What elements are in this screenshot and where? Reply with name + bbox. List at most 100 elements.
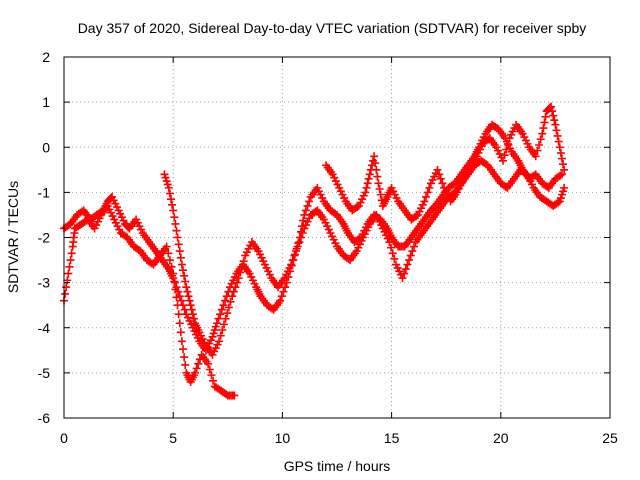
data-point bbox=[182, 283, 191, 292]
y-tick-label: -4 bbox=[38, 320, 51, 336]
data-point bbox=[168, 200, 177, 209]
data-point bbox=[548, 107, 557, 116]
y-axis-label: SDTVAR / TECUs bbox=[5, 181, 21, 293]
data-point bbox=[231, 283, 240, 292]
data-point bbox=[181, 360, 190, 369]
data-point bbox=[408, 247, 417, 256]
data-point bbox=[276, 296, 285, 305]
data-point bbox=[521, 169, 530, 178]
data-point bbox=[185, 296, 194, 305]
data-point bbox=[400, 269, 409, 278]
data-point bbox=[301, 206, 310, 215]
data-point bbox=[167, 262, 176, 271]
data-point bbox=[560, 183, 569, 192]
data-point bbox=[174, 310, 183, 319]
data-point bbox=[205, 365, 214, 374]
data-point bbox=[299, 216, 308, 225]
series-trace-d bbox=[322, 102, 569, 224]
data-point bbox=[371, 159, 380, 168]
data-point bbox=[173, 233, 182, 242]
y-tick-label: 1 bbox=[42, 94, 50, 110]
data-point bbox=[390, 254, 399, 263]
data-point bbox=[221, 296, 230, 305]
data-point bbox=[420, 197, 429, 206]
data-point bbox=[372, 165, 381, 174]
series-trace-b bbox=[60, 201, 239, 400]
data-point bbox=[538, 129, 547, 138]
data-point bbox=[305, 197, 314, 206]
data-point bbox=[361, 188, 370, 197]
data-point bbox=[547, 102, 556, 111]
data-point bbox=[373, 172, 382, 181]
data-point bbox=[556, 171, 565, 180]
data-point bbox=[362, 183, 371, 192]
data-point bbox=[216, 331, 225, 340]
data-point bbox=[237, 262, 246, 271]
chart-title: Day 357 of 2020, Sidereal Day-to-day VTE… bbox=[78, 20, 587, 36]
data-point bbox=[303, 201, 312, 210]
data-point bbox=[551, 120, 560, 129]
data-point bbox=[281, 283, 290, 292]
data-point bbox=[554, 198, 563, 207]
data-point bbox=[388, 249, 397, 258]
data-point bbox=[412, 212, 421, 221]
data-point bbox=[553, 131, 562, 140]
data-point bbox=[536, 135, 545, 144]
data-point bbox=[502, 145, 511, 154]
data-point bbox=[559, 160, 568, 169]
data-point bbox=[540, 118, 549, 127]
data-point bbox=[364, 174, 373, 183]
data-point bbox=[170, 213, 179, 222]
data-point bbox=[189, 314, 198, 323]
data-point bbox=[214, 314, 223, 323]
data-point bbox=[425, 183, 434, 192]
data-point bbox=[421, 192, 430, 201]
y-tick-label: -2 bbox=[38, 230, 51, 246]
data-point bbox=[226, 297, 235, 306]
data-point bbox=[184, 292, 193, 301]
data-point bbox=[435, 170, 444, 179]
data-point bbox=[180, 305, 189, 314]
data-point bbox=[239, 257, 248, 266]
data-point bbox=[233, 278, 242, 287]
data-point bbox=[365, 170, 374, 179]
data-point bbox=[409, 242, 418, 251]
data-point bbox=[224, 303, 233, 312]
y-tick-label: 2 bbox=[42, 49, 50, 65]
data-point bbox=[230, 391, 239, 400]
data-point bbox=[186, 301, 195, 310]
data-point bbox=[204, 359, 213, 368]
data-point bbox=[406, 251, 415, 260]
y-tick-label: -5 bbox=[38, 365, 51, 381]
data-point bbox=[169, 206, 178, 215]
data-point bbox=[217, 305, 226, 314]
data-point bbox=[183, 287, 192, 296]
x-tick-label: 5 bbox=[169, 430, 177, 446]
data-point bbox=[398, 274, 407, 283]
data-point bbox=[405, 256, 414, 265]
data-point bbox=[403, 260, 412, 269]
data-point bbox=[64, 269, 73, 278]
data-point bbox=[216, 310, 225, 319]
data-point bbox=[298, 228, 307, 237]
data-point bbox=[180, 353, 189, 362]
data-point bbox=[438, 179, 447, 188]
data-point bbox=[296, 233, 305, 242]
data-point bbox=[535, 140, 544, 149]
data-point bbox=[221, 314, 230, 323]
x-tick-label: 10 bbox=[275, 430, 291, 446]
data-point bbox=[179, 266, 188, 275]
data-point bbox=[219, 301, 228, 310]
data-point bbox=[401, 265, 410, 274]
data-point bbox=[370, 152, 379, 161]
data-point bbox=[175, 247, 184, 256]
y-tick-label: -3 bbox=[38, 275, 51, 291]
data-point bbox=[228, 292, 237, 301]
axis-ticks bbox=[63, 56, 611, 419]
data-point bbox=[176, 253, 185, 262]
y-tick-label: -6 bbox=[38, 410, 51, 426]
data-point bbox=[287, 260, 296, 269]
data-point bbox=[288, 256, 297, 265]
